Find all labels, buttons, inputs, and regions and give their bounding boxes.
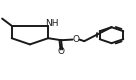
Text: NH: NH	[45, 19, 58, 28]
Text: O: O	[58, 47, 65, 56]
Text: O: O	[72, 35, 79, 44]
